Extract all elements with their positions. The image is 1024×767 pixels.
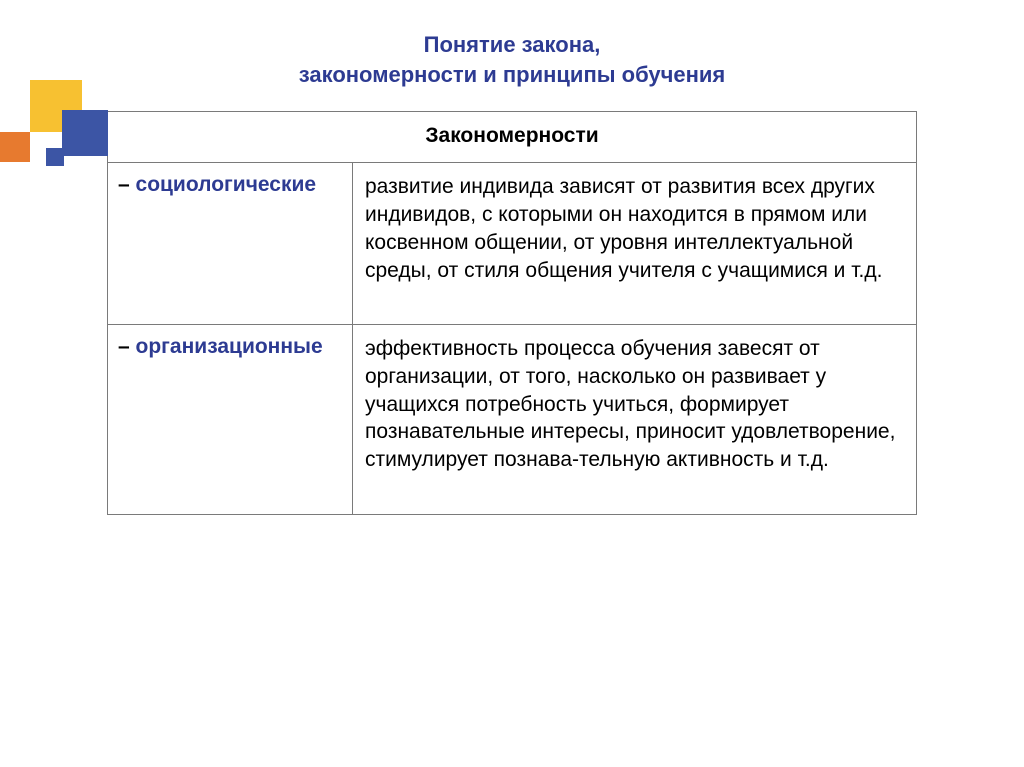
table-container: Закономерности – социологические развити…: [107, 111, 917, 514]
dash: –: [118, 335, 136, 358]
description-cell: развитие индивида зависят от развития вс…: [353, 163, 917, 325]
decorative-squares: [0, 80, 110, 190]
square-orange: [0, 132, 30, 162]
title-line-2: закономерности и принципы обучения: [0, 60, 1024, 90]
category-cell: – организационные: [108, 325, 353, 515]
category-label: социологические: [136, 173, 317, 196]
category-label: организационные: [136, 335, 323, 358]
dash: –: [118, 173, 136, 196]
table-row: – организационные эффективность процесса…: [108, 325, 917, 515]
square-blue-large: [62, 110, 108, 156]
slide-title: Понятие закона, закономерности и принцип…: [0, 0, 1024, 89]
description-cell: эффективность процесса обучения завесят …: [353, 325, 917, 515]
title-line-1: Понятие закона,: [0, 30, 1024, 60]
table-header-row: Закономерности: [108, 112, 917, 163]
patterns-table: Закономерности – социологические развити…: [107, 111, 917, 514]
square-blue-small: [46, 148, 64, 166]
category-cell: – социологические: [108, 163, 353, 325]
table-header: Закономерности: [108, 112, 917, 163]
table-row: – социологические развитие индивида зави…: [108, 163, 917, 325]
